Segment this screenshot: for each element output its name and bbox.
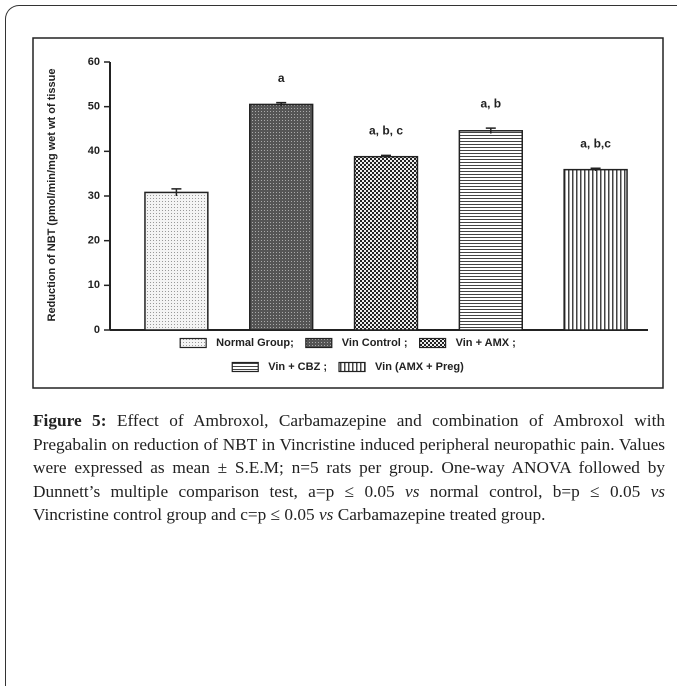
chart-border xyxy=(32,37,664,389)
error-bar xyxy=(171,188,182,196)
y-tick-label: 40 xyxy=(88,145,100,157)
chart: Reduction of NBT (pmol/min/mg wet wt of … xyxy=(32,37,664,389)
error-bar xyxy=(381,154,391,159)
legend-label: Vin (AMX + Preg) xyxy=(375,361,464,373)
y-tick-label: 50 xyxy=(88,101,100,113)
bar-label: a xyxy=(278,71,285,85)
caption-text: Vincristine control group and c=p ≤ 0.05 xyxy=(33,505,319,524)
legend-swatch xyxy=(338,361,366,373)
caption-text: vs xyxy=(650,481,665,501)
figure-caption: Figure 5: Effect of Ambroxol, Carbamazep… xyxy=(33,409,665,527)
caption-text: Effect of Ambroxol, Carbamazepine and co… xyxy=(33,411,666,501)
bar-label: a, b, c xyxy=(369,124,403,138)
bar-label: a, b xyxy=(480,96,501,110)
legend-swatch xyxy=(179,337,207,349)
y-tick-label: 20 xyxy=(88,235,100,247)
error-bar xyxy=(485,127,496,134)
legend-swatch xyxy=(419,337,447,349)
caption-text: normal control, b=p ≤ 0.05 xyxy=(419,481,651,501)
legend-label: Normal Group; xyxy=(216,337,294,349)
error-bar xyxy=(276,101,287,107)
bar xyxy=(563,168,628,331)
y-tick-label: 0 xyxy=(94,324,100,336)
bar xyxy=(353,155,419,331)
y-tick-label: 30 xyxy=(88,190,100,202)
legend-label: Vin Control ; xyxy=(342,337,408,349)
error-bar xyxy=(590,167,601,171)
legend-label: Vin + CBZ ; xyxy=(268,361,327,373)
legend-swatch xyxy=(231,361,259,373)
caption-text: vs xyxy=(405,481,420,501)
y-tick-label: 10 xyxy=(88,279,100,291)
y-tick-label: 60 xyxy=(88,56,100,68)
y-axis-label: Reduction of NBT (pmol/min/mg wet wt of … xyxy=(46,69,58,322)
legend-label: Vin + AMX ; xyxy=(456,337,516,349)
bar xyxy=(249,103,314,331)
bar xyxy=(458,130,523,331)
caption-text: Carbamazepine treated group. xyxy=(333,505,546,524)
bar-label: a, b,c xyxy=(580,136,611,150)
bar xyxy=(144,191,209,331)
caption-label: Figure 5: xyxy=(33,411,107,430)
figure-frame xyxy=(5,5,677,686)
caption-text: vs xyxy=(319,505,334,524)
legend-swatch xyxy=(305,337,333,349)
